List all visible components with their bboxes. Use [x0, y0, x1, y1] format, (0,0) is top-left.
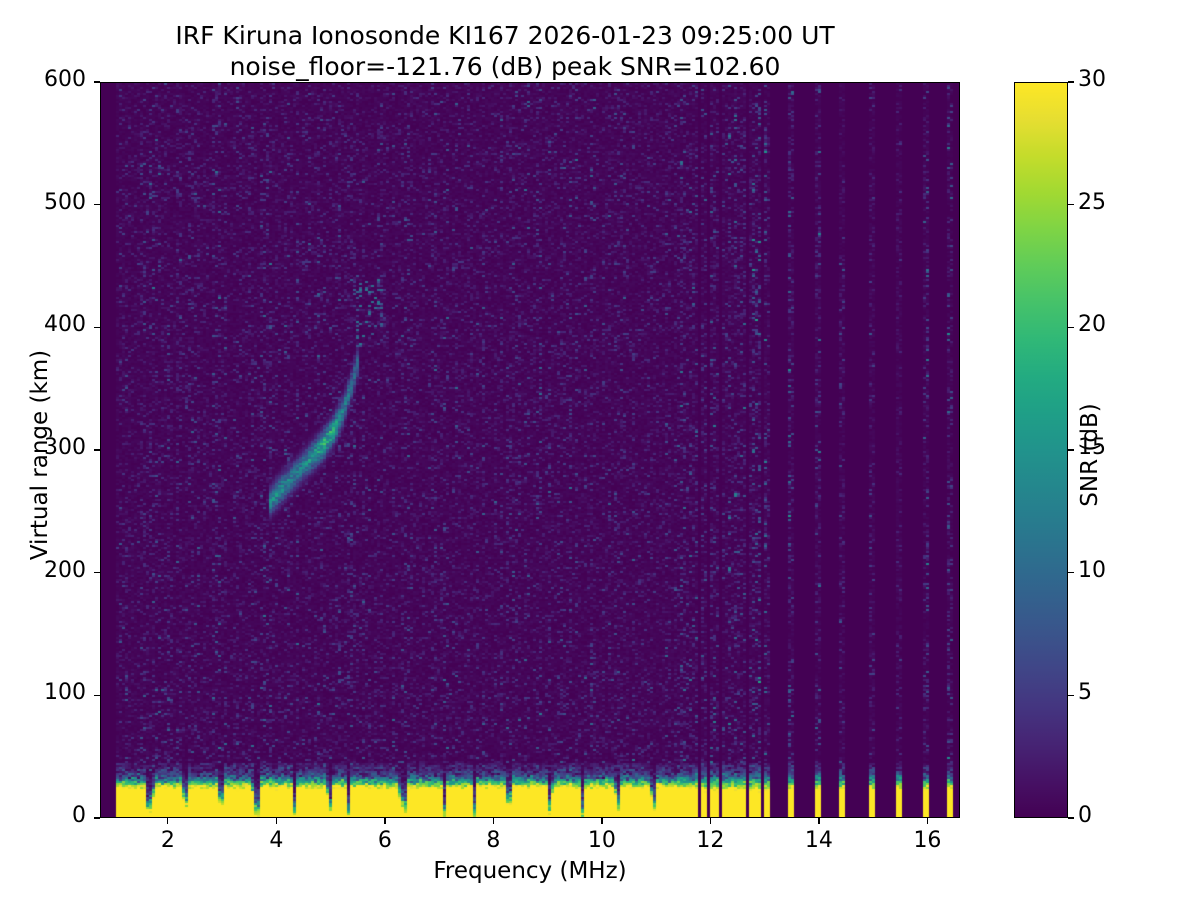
x-tick-label: 10 [587, 828, 616, 853]
colorbar-tick [1068, 817, 1074, 819]
x-tick-label: 4 [269, 828, 284, 853]
y-tick-label: 100 [44, 680, 86, 706]
title-line-2: noise_floor=-121.76 (dB) peak SNR=102.60 [229, 52, 781, 81]
y-tick-label: 500 [44, 189, 86, 215]
colorbar-tick [1068, 694, 1074, 696]
x-tick [492, 818, 495, 824]
x-tick-label: 8 [486, 828, 501, 853]
y-tick-label: 200 [44, 557, 86, 583]
x-tick-label: 6 [377, 828, 392, 853]
colorbar-gradient [1015, 83, 1067, 817]
colorbar-tick-label: 10 [1078, 557, 1106, 583]
figure-title: IRF Kiruna Ionosonde KI167 2026-01-23 09… [0, 20, 1010, 82]
colorbar-tick-label: 20 [1078, 312, 1106, 338]
x-tick [601, 818, 603, 824]
colorbar-tick-label: 25 [1078, 189, 1106, 215]
x-tick-label: 14 [804, 828, 833, 853]
ionogram-heatmap [101, 83, 959, 817]
colorbar-tick [1068, 449, 1074, 451]
x-tick-label: 2 [160, 828, 175, 853]
y-tick [94, 572, 100, 574]
y-tick-label: 400 [44, 312, 86, 338]
x-tick-label: 12 [696, 828, 725, 853]
colorbar-tick [1068, 204, 1074, 206]
y-tick-label: 0 [72, 803, 86, 828]
ionogram-plot-area[interactable] [100, 82, 960, 818]
y-tick [94, 204, 100, 206]
x-tick [275, 818, 277, 824]
x-axis-title: Frequency (MHz) [433, 858, 627, 884]
x-tick [167, 818, 169, 824]
colorbar-tick [1068, 326, 1074, 328]
x-tick [818, 818, 820, 824]
colorbar-tick-label: 5 [1078, 680, 1092, 706]
heatmap-canvas-wrapper [101, 83, 959, 817]
y-tick [94, 694, 100, 696]
colorbar-tick-label: 15 [1078, 435, 1106, 460]
x-tick [926, 818, 929, 824]
colorbar-tick [1068, 572, 1074, 574]
x-tick [384, 818, 386, 824]
x-tick [709, 818, 712, 824]
y-tick [94, 326, 100, 328]
y-tick-label: 300 [44, 435, 86, 460]
colorbar[interactable] [1014, 82, 1068, 818]
title-line-1: IRF Kiruna Ionosonde KI167 2026-01-23 09… [175, 21, 835, 50]
y-tick [94, 449, 100, 451]
colorbar-tick-label: 0 [1078, 803, 1092, 828]
x-tick-label: 16 [913, 828, 942, 853]
y-tick-label: 600 [44, 67, 86, 92]
colorbar-tick [1068, 81, 1074, 83]
y-tick [94, 817, 100, 819]
colorbar-tick-label: 30 [1078, 67, 1106, 92]
y-tick [94, 81, 100, 83]
